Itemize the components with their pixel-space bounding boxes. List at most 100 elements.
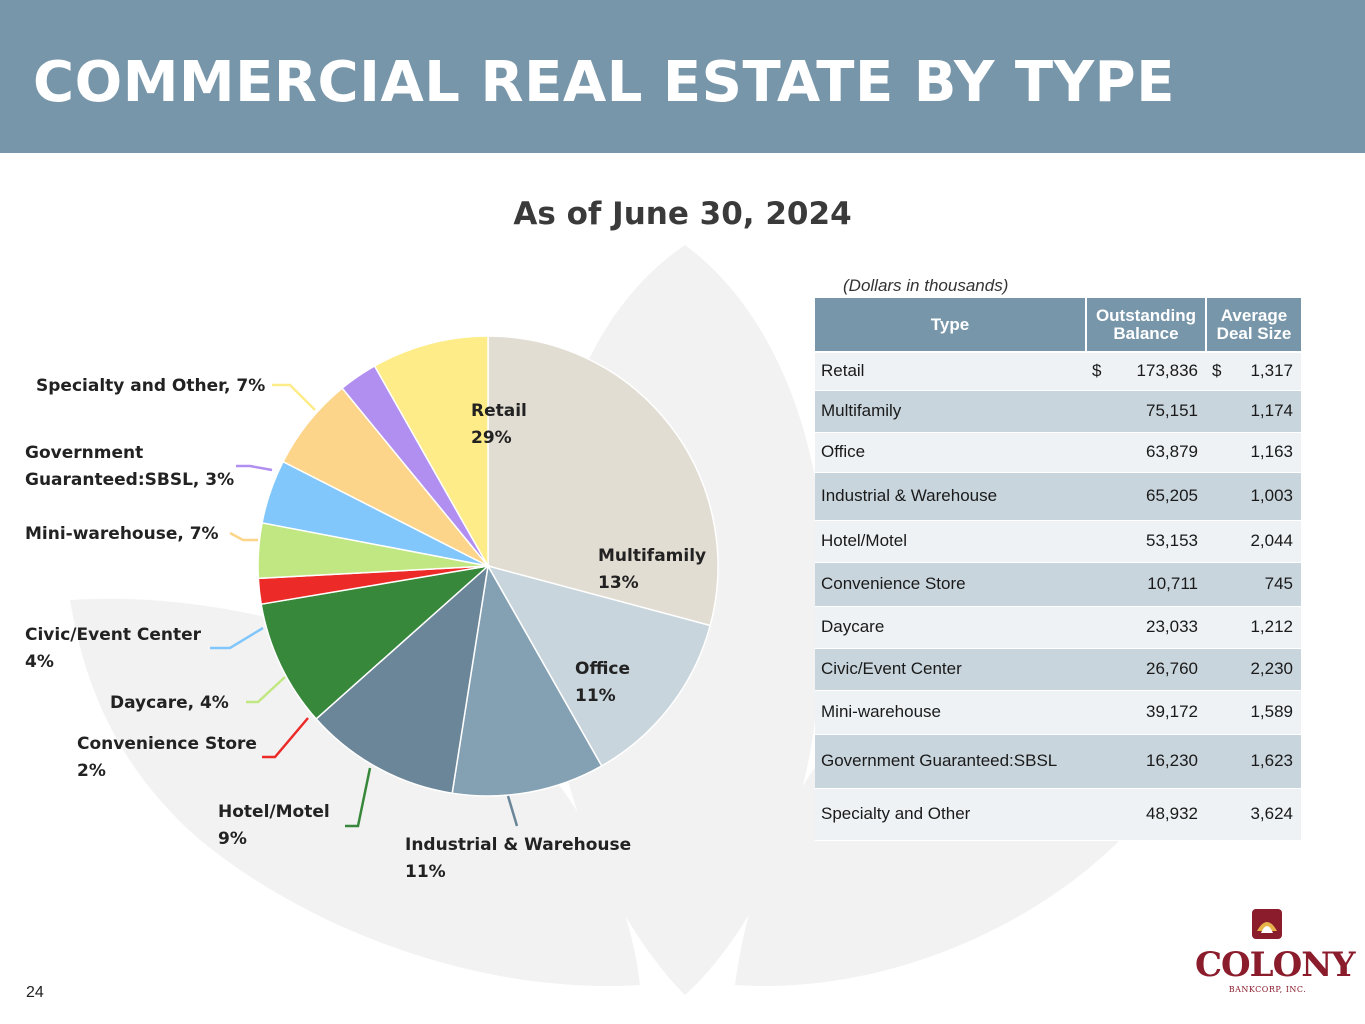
avg-value: 1,589 [1250, 702, 1293, 721]
pie-label: Specialty and Other, 7% [36, 376, 265, 396]
table-row: Retail $173,836 $1,317 [815, 352, 1301, 391]
leader-line [262, 717, 309, 759]
cell-avg: 2,230 [1206, 648, 1301, 691]
pie-label: Multifamily 13% [598, 546, 706, 593]
table-row: Multifamily 75,151 1,174 [815, 390, 1301, 433]
avg-value: 2,230 [1250, 659, 1293, 678]
avg-value: 2,044 [1250, 531, 1293, 550]
logo-name: COLONY [1195, 945, 1356, 985]
leader-line [229, 531, 258, 542]
cell-type: Government Guaranteed:SBSL [815, 734, 1086, 789]
logo-subtitle: BANKCORP, INC. [1228, 985, 1307, 994]
pie-label: Mini-warehouse, 7% [25, 524, 219, 544]
pie-slice-specialty-and-other [373, 335, 489, 569]
cell-balance: 63,879 [1086, 432, 1206, 473]
table-row: Daycare 23,033 1,212 [815, 606, 1301, 649]
cell-avg: $1,317 [1206, 352, 1301, 391]
balance-value: 173,836 [1136, 361, 1198, 381]
avg-value: 3,624 [1250, 804, 1293, 823]
cell-type: Retail [815, 352, 1086, 391]
header-type: Type [815, 298, 1087, 353]
pie-label: Industrial & Warehouse 11% [405, 835, 631, 882]
cell-type: Multifamily [815, 390, 1086, 433]
balance-value: 48,932 [1146, 804, 1198, 823]
pie-label: Government Guaranteed:SBSL, 3% [25, 443, 234, 490]
cell-avg: 1,174 [1206, 390, 1301, 433]
cell-avg: 745 [1206, 562, 1301, 607]
avg-value: 1,174 [1250, 401, 1293, 420]
leader-line [272, 383, 316, 411]
balance-value: 75,151 [1146, 401, 1198, 420]
cell-balance: 16,230 [1086, 734, 1206, 789]
chart-subtitle: As of June 30, 2024 [513, 196, 852, 232]
lotus-icon [1252, 909, 1282, 939]
page-title: COMMERCIAL REAL ESTATE BY TYPE [33, 50, 1175, 115]
table-row: Convenience Store 10,711 745 [815, 562, 1301, 607]
pie-label: Hotel/Motel 9% [218, 802, 330, 849]
cell-type: Hotel/Motel [815, 520, 1086, 563]
header-avg: Average Deal Size [1206, 298, 1301, 353]
avg-value: 1,212 [1250, 617, 1293, 636]
cell-avg: 1,623 [1206, 734, 1301, 789]
cell-balance: 53,153 [1086, 520, 1206, 563]
table-row: Government Guaranteed:SBSL 16,230 1,623 [815, 734, 1301, 789]
leader-line [246, 676, 286, 704]
cell-balance: 39,172 [1086, 690, 1206, 735]
cell-type: Daycare [815, 606, 1086, 649]
cell-type: Convenience Store [815, 562, 1086, 607]
cell-avg: 2,044 [1206, 520, 1301, 563]
balance-value: 65,205 [1146, 486, 1198, 505]
avg-value: 745 [1264, 574, 1293, 593]
cell-balance: 65,205 [1086, 472, 1206, 521]
table-row: Civic/Event Center 26,760 2,230 [815, 648, 1301, 691]
avg-value: 1,003 [1250, 486, 1293, 505]
cell-balance: 23,033 [1086, 606, 1206, 649]
cell-balance: 75,151 [1086, 390, 1206, 433]
leader-line [210, 626, 264, 650]
cell-balance: $173,836 [1086, 352, 1206, 391]
currency-symbol: $ [1092, 361, 1102, 381]
balance-value: 63,879 [1146, 442, 1198, 461]
cell-avg: 3,624 [1206, 788, 1301, 841]
cre-table: Type Outstanding Balance Average Deal Si… [815, 298, 1301, 841]
cell-type: Civic/Event Center [815, 648, 1086, 691]
cell-avg: 1,589 [1206, 690, 1301, 735]
leader-line [236, 464, 273, 472]
company-logo: COLONY BANKCORP, INC. [1195, 905, 1356, 1000]
table-row: Mini-warehouse 39,172 1,589 [815, 690, 1301, 735]
pie-slice-industrial-warehouse [315, 564, 490, 795]
cell-avg: 1,212 [1206, 606, 1301, 649]
cell-balance: 10,711 [1086, 562, 1206, 607]
avg-value: 1,317 [1250, 361, 1293, 381]
units-note: (Dollars in thousands) [843, 276, 1009, 295]
header-bar: COMMERCIAL REAL ESTATE BY TYPE [0, 0, 1365, 153]
cell-type: Specialty and Other [815, 788, 1086, 841]
pie-label: Daycare, 4% [110, 693, 229, 713]
header-balance: Outstanding Balance [1086, 298, 1207, 353]
balance-value: 10,711 [1147, 574, 1198, 593]
leader-line [506, 795, 519, 827]
pie-slice-office [451, 563, 603, 797]
table-row: Industrial & Warehouse 65,205 1,003 [815, 472, 1301, 521]
pie-label: Convenience Store 2% [77, 734, 257, 781]
pie-slice-multifamily [486, 564, 712, 767]
pie-slice-retail [487, 335, 719, 627]
leader-line [345, 767, 372, 828]
table-row: Specialty and Other 48,932 3,624 [815, 788, 1301, 841]
balance-value: 23,033 [1146, 617, 1198, 636]
balance-value: 26,760 [1146, 659, 1198, 678]
table-row: Hotel/Motel 53,153 2,044 [815, 520, 1301, 563]
table-row: Office 63,879 1,163 [815, 432, 1301, 473]
page-number: 24 [26, 984, 44, 1001]
cell-type: Industrial & Warehouse [815, 472, 1086, 521]
pie-slice-hotel-motel [260, 564, 491, 720]
cell-avg: 1,163 [1206, 432, 1301, 473]
avg-value: 1,163 [1250, 442, 1293, 461]
cell-balance: 48,932 [1086, 788, 1206, 841]
cell-type: Office [815, 432, 1086, 473]
pie-label: Office 11% [575, 659, 630, 706]
balance-value: 16,230 [1146, 751, 1198, 770]
cell-type: Mini-warehouse [815, 690, 1086, 735]
pie-label: Civic/Event Center 4% [25, 625, 202, 672]
cell-balance: 26,760 [1086, 648, 1206, 691]
